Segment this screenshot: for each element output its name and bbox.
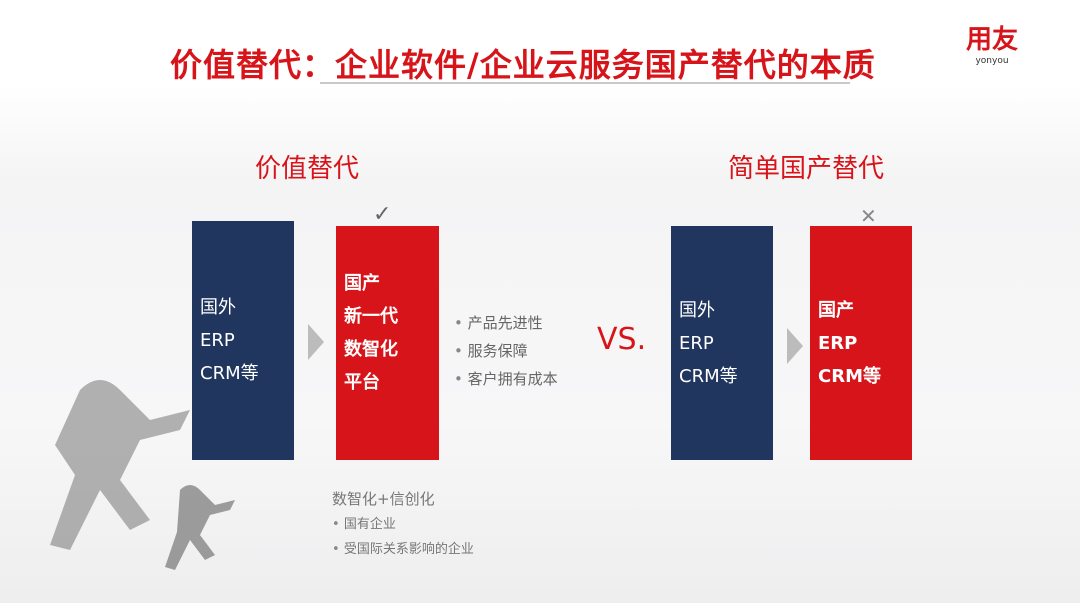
runner-illustration: [50, 380, 235, 570]
arrow-right-icon: [308, 324, 324, 360]
foreign-erp-box-left: 国外 ERP CRM等: [192, 221, 294, 460]
box-line: 数智化: [344, 339, 398, 360]
box-line: CRM等: [679, 365, 738, 387]
box-line: 平台: [344, 372, 380, 393]
vs-label: VS.: [597, 322, 647, 357]
box-line: 国外: [679, 299, 715, 321]
check-icon: ✓: [373, 202, 392, 227]
box-line: ERP: [818, 332, 858, 354]
logo-cn: 用友: [966, 25, 1019, 55]
list-item: 受国际关系影响的企业: [332, 537, 474, 562]
foreign-erp-box-right: 国外 ERP CRM等: [671, 226, 773, 460]
arrow-right-icon: [787, 328, 803, 364]
box-line: CRM等: [200, 363, 259, 384]
page-title: 价值替代：企业软件/企业云服务国产替代的本质: [170, 46, 876, 84]
box-line: CRM等: [818, 365, 881, 387]
domestic-erp-box: 国产 ERP CRM等: [810, 226, 912, 460]
simple-replacement-heading: 简单国产替代: [728, 154, 885, 184]
box-line: ERP: [679, 332, 714, 354]
box-line: 新一代: [344, 306, 398, 327]
title-underline: [320, 82, 850, 84]
box-line: 国产: [818, 299, 854, 321]
box-line: 国产: [344, 273, 380, 294]
box-line: ERP: [200, 330, 235, 351]
list-item: 产品先进性: [454, 309, 558, 337]
domestic-platform-box: 国产 新一代 数智化 平台: [336, 226, 439, 460]
list-item: 服务保障: [454, 337, 558, 365]
sub-section: 数智化+信创化 国有企业 受国际关系影响的企业: [332, 488, 474, 562]
list-item: 国有企业: [332, 512, 474, 537]
sub-title: 数智化+信创化: [332, 490, 435, 508]
logo-en: yonyou: [975, 56, 1009, 66]
value-replacement-heading: 价值替代: [255, 154, 360, 184]
list-item: 客户拥有成本: [454, 365, 558, 393]
advantage-list: 产品先进性 服务保障 客户拥有成本: [454, 309, 558, 393]
yonyou-logo: 用友 yonyou: [966, 26, 1018, 66]
cross-icon: ✕: [860, 204, 877, 228]
box-line: 国外: [200, 297, 236, 318]
